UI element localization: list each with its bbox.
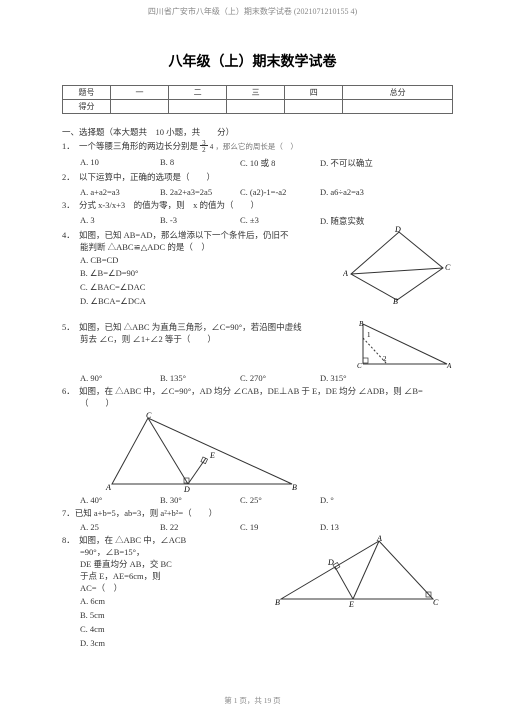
- score-table: 题号 一 二 三 四 总分 得分: [62, 85, 453, 114]
- q5-opts: A. 90° B. 135° C. 270° D. 315°: [62, 372, 453, 384]
- svg-text:A: A: [105, 483, 111, 492]
- q8-figure: A B C D E: [273, 535, 443, 607]
- q8-c: C. 4cm: [62, 623, 453, 637]
- q8-stem1: 8． 如图，在 △ABC 中，∠ACB: [62, 535, 192, 547]
- q6-opts: A. 40° B. 30° C. 25° D. °: [62, 494, 453, 506]
- q7-opts: A. 25 B. 22 C. 19 D. 13: [62, 521, 453, 533]
- th-1: 一: [111, 86, 169, 100]
- q2-opts: A. a+a2=a3 B. 2a2+a3=2a5 C. (a2)-1=-a2 D…: [62, 186, 453, 198]
- q1-d: D. 不可以确立: [320, 156, 400, 170]
- q8-stem5: AC=（ ）: [62, 583, 192, 595]
- svg-text:C: C: [146, 412, 152, 420]
- main-title: 八年级（上）期末数学试卷: [0, 51, 505, 71]
- q6-figure: C A D E B: [62, 412, 453, 494]
- q6-stem2: （ ）: [62, 398, 453, 410]
- q5-b: B. 135°: [160, 372, 240, 384]
- q8-stem2: =90°，∠B=15°，: [62, 547, 192, 559]
- q3-c: C. ±3: [240, 214, 320, 228]
- q8-d: D. 3cm: [62, 637, 453, 651]
- q3-stem: 3． 分式 x-3/x+3 的值为零，则 x 的值为（ ）: [62, 200, 453, 212]
- q1-c: C. 10 或 8: [240, 156, 320, 170]
- q5-a: A. 90°: [80, 372, 160, 384]
- q3-b: B. -3: [160, 214, 240, 228]
- svg-text:D: D: [327, 558, 334, 567]
- q6: 6． 如图，在 △ABC 中，∠C=90°，AD 均分 ∠CAB，DE⊥AB 于…: [62, 386, 453, 410]
- q8-stem3: DE 垂直均分 AB，交 BC: [62, 559, 192, 571]
- q7-a: A. 25: [80, 521, 160, 533]
- q1-b: B. 8: [160, 156, 240, 170]
- q7-d: D. 13: [320, 521, 400, 533]
- q6-d: D. °: [320, 494, 400, 506]
- svg-text:1: 1: [367, 331, 371, 339]
- q1-a: A. 10: [80, 156, 160, 170]
- svg-text:B: B: [275, 598, 280, 607]
- q1-frac-bot: 2: [200, 145, 208, 154]
- svg-text:B: B: [359, 320, 364, 328]
- q1: 1． 一个等腰三角形的两边长分别是 3 2 4 ，那么它的周长是（ ）: [62, 140, 453, 154]
- svg-text:A: A: [446, 362, 452, 370]
- q6-b: B. 30°: [160, 494, 240, 506]
- q2-c: C. (a2)-1=-a2: [240, 186, 320, 198]
- q6-c: C. 25°: [240, 494, 320, 506]
- q6-a: A. 40°: [80, 494, 160, 506]
- svg-text:E: E: [209, 451, 215, 460]
- svg-text:E: E: [348, 600, 354, 607]
- svg-text:B: B: [393, 297, 398, 304]
- q2-d: D. a6÷a2=a3: [320, 186, 400, 198]
- q1-note: ，那么它的周长是（ ）: [215, 142, 298, 151]
- top-header: 四川省广安市八年级（上）期末数学试卷 (2021071210155 4): [0, 0, 505, 17]
- th-0: 题号: [63, 86, 111, 100]
- th-5: 总分: [343, 86, 453, 100]
- q2-a: A. a+a2=a3: [80, 186, 160, 198]
- q7-b: B. 22: [160, 521, 240, 533]
- svg-text:C: C: [433, 598, 439, 607]
- q8: 8． 如图，在 △ABC 中，∠ACB =90°，∠B=15°， DE 垂直均分…: [62, 535, 453, 650]
- q1-stem: 1． 一个等腰三角形的两边长分别是: [62, 141, 198, 151]
- q5-c: C. 270°: [240, 372, 320, 384]
- q8-stem4: 于点 E，AE=6cm，则: [62, 571, 192, 583]
- q8-b: B. 5cm: [62, 609, 453, 623]
- q5-d: D. 315°: [320, 372, 400, 384]
- q7-stem: 7．已知 a+b=5，ab=3，则 a²+b²=（ ）: [62, 508, 453, 520]
- page-footer: 第 1 页，共 19 页: [0, 695, 505, 706]
- q6-stem1: 6． 如图，在 △ABC 中，∠C=90°，AD 均分 ∠CAB，DE⊥AB 于…: [62, 386, 453, 398]
- th-2: 二: [169, 86, 227, 100]
- th-4: 四: [285, 86, 343, 100]
- q5-figure: B C A 1 2: [357, 320, 453, 370]
- q4-figure: D A C B: [343, 226, 453, 304]
- q5: 5． 如图，已知 △ABC 为直角三角形，∠C=90°，若沿图中虚线 剪去 ∠C…: [62, 322, 453, 370]
- q7-c: C. 19: [240, 521, 320, 533]
- svg-text:A: A: [376, 535, 382, 543]
- svg-text:D: D: [394, 226, 401, 234]
- q2-stem: 2． 以下运算中，正确的选项是（ ）: [62, 172, 453, 184]
- q1-frac-right: 4: [210, 143, 214, 151]
- th-3: 三: [227, 86, 285, 100]
- row2-0: 得分: [63, 100, 111, 114]
- q3-a: A. 3: [80, 214, 160, 228]
- svg-text:A: A: [343, 269, 348, 278]
- q2-b: B. 2a2+a3=2a5: [160, 186, 240, 198]
- svg-text:B: B: [292, 483, 297, 492]
- content: 题号 一 二 三 四 总分 得分 一、选择题（本大题共 10 小题，共 分） 1…: [0, 85, 505, 650]
- svg-text:C: C: [445, 263, 451, 272]
- section-i: 一、选择题（本大题共 10 小题，共 分）: [62, 126, 453, 138]
- svg-text:D: D: [183, 485, 190, 494]
- q1-opts: A. 10 B. 8 C. 10 或 8 D. 不可以确立: [62, 156, 453, 170]
- svg-text:2: 2: [383, 355, 387, 363]
- svg-text:C: C: [357, 362, 362, 370]
- q4: 4． 如图，已知 AB=AD，那么增添以下一个条件后，仍旧不 能判断 △ABC≌…: [62, 230, 453, 310]
